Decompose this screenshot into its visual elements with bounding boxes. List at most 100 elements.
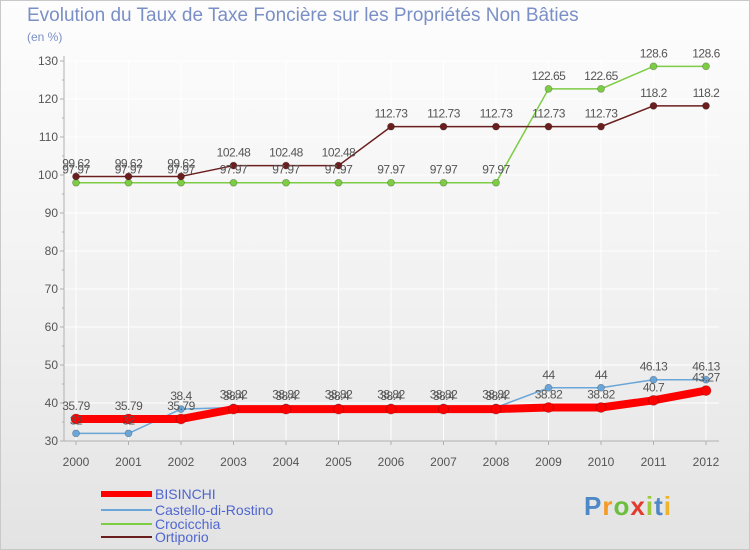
data-label-bisinchi-2010: 38.82 — [587, 387, 615, 401]
x-tick-label-2008: 2008 — [483, 455, 510, 469]
data-label-ortiporio-2007: 112.73 — [427, 107, 461, 121]
point-castello-di-rostino-2000 — [72, 429, 80, 438]
point-bisinchi-2008 — [490, 403, 502, 415]
data-label-castello-di-rostino-2002: 38.4 — [170, 389, 192, 403]
x-tick-label-2000: 2000 — [63, 455, 90, 469]
data-label-bisinchi-2012: 43.27 — [692, 371, 720, 385]
x-tick-label-2011: 2011 — [641, 455, 667, 469]
legend-swatch-castello-di-rostino — [101, 509, 152, 511]
point-crocicchia-2003 — [229, 178, 238, 187]
data-label-castello-di-rostino-2005: 38.82 — [325, 387, 353, 401]
logo-letter: r — [602, 491, 614, 521]
point-bisinchi-2009 — [543, 402, 554, 413]
data-label-crocicchia-2003: 97.97 — [220, 163, 248, 177]
point-castello-di-rostino-2001 — [124, 429, 133, 438]
legend-label-ortiporio: Ortiporio — [155, 529, 209, 545]
x-tick-label-2006: 2006 — [378, 455, 405, 469]
legend-label-crocicchia: Crocicchia — [155, 516, 221, 532]
legend-item-bisinchi[interactable]: BISINCHI — [101, 486, 216, 502]
data-label-ortiporio-2003: 102.48 — [217, 146, 252, 160]
data-label-crocicchia-2011: 128.6 — [640, 46, 668, 60]
point-crocicchia-2011 — [649, 62, 658, 71]
data-label-crocicchia-2007: 97.97 — [430, 163, 458, 177]
point-castello-di-rostino-2011 — [649, 375, 658, 384]
logo-letter: i — [645, 491, 655, 521]
data-label-castello-di-rostino-2006: 38.82 — [377, 387, 405, 401]
point-crocicchia-2004 — [282, 178, 290, 187]
point-ortiporio-2011 — [649, 101, 658, 110]
data-label-crocicchia-2001: 97.97 — [115, 163, 143, 177]
y-tick-label-40: 40 — [45, 396, 59, 410]
point-ortiporio-2012 — [702, 101, 710, 110]
legend-item-castello-di-rostino[interactable]: Castello-di-Rostino — [101, 502, 274, 518]
x-tick-label-2001: 2001 — [115, 455, 142, 469]
data-label-bisinchi-2002: 35.79 — [167, 399, 195, 413]
point-crocicchia-2012 — [702, 62, 710, 71]
x-tick-label-2010: 2010 — [588, 455, 615, 469]
legend-item-crocicchia[interactable]: Crocicchia — [101, 516, 221, 532]
logo-letter: x — [630, 491, 646, 521]
point-bisinchi-2001 — [123, 413, 134, 425]
point-bisinchi-2011 — [648, 394, 659, 406]
data-label-crocicchia-2009: 122.65 — [532, 69, 567, 83]
data-label-bisinchi-2008: 38.4 — [485, 389, 507, 403]
logo-letter: o — [613, 491, 631, 521]
point-crocicchia-2010 — [597, 85, 605, 93]
point-ortiporio-2010 — [597, 122, 605, 131]
chart-title: Evolution du Taux de Taxe Foncière sur l… — [27, 5, 579, 26]
point-castello-di-rostino-2010 — [597, 383, 605, 392]
data-label-crocicchia-2004: 97.97 — [272, 163, 300, 177]
y-tick-label-100: 100 — [38, 168, 58, 182]
data-label-ortiporio-2008: 112.73 — [480, 107, 514, 121]
legend-item-ortiporio[interactable]: Ortiporio — [101, 529, 209, 545]
x-tick-label-2004: 2004 — [273, 455, 300, 469]
point-bisinchi-2006 — [385, 403, 397, 415]
data-label-ortiporio-2006: 112.73 — [375, 107, 409, 121]
data-label-crocicchia-2006: 97.97 — [377, 163, 405, 177]
legend-label-bisinchi: BISINCHI — [155, 486, 216, 502]
data-label-castello-di-rostino-2004: 38.82 — [272, 387, 300, 401]
data-label-castello-di-rostino-2009: 44 — [542, 368, 555, 382]
logo-letter: i — [663, 491, 672, 521]
data-label-castello-di-rostino-2000: 32 — [70, 413, 83, 427]
point-castello-di-rostino-2009 — [544, 383, 553, 392]
data-label-ortiporio-2001: 99.62 — [115, 156, 143, 170]
y-tick-label-50: 50 — [45, 358, 59, 372]
legend-label-castello-di-rostino: Castello-di-Rostino — [155, 502, 274, 518]
y-tick-label-120: 120 — [38, 92, 58, 106]
y-tick-label-70: 70 — [45, 282, 59, 296]
data-label-ortiporio-2010: 112.73 — [585, 107, 619, 121]
point-castello-di-rostino-2012 — [702, 375, 710, 384]
point-ortiporio-2007 — [439, 122, 448, 131]
point-ortiporio-2000 — [72, 172, 80, 181]
point-bisinchi-2000 — [70, 413, 82, 425]
point-crocicchia-2007 — [439, 178, 448, 187]
data-label-ortiporio-2005: 102.48 — [322, 146, 357, 160]
legend-swatch-ortiporio — [101, 536, 152, 538]
data-label-ortiporio-2011: 118.2 — [640, 86, 667, 100]
data-label-crocicchia-2005: 97.97 — [325, 163, 353, 177]
x-tick-label-2005: 2005 — [325, 455, 352, 469]
data-label-castello-di-rostino-2011: 46.13 — [640, 360, 668, 374]
point-bisinchi-2004 — [280, 403, 292, 415]
point-bisinchi-2002 — [175, 413, 187, 425]
x-tick-label-2007: 2007 — [430, 455, 457, 469]
series-lines — [70, 62, 712, 438]
x-tick-label-2002: 2002 — [168, 455, 195, 469]
point-bisinchi-2005 — [333, 403, 344, 415]
data-label-bisinchi-2007: 38.4 — [433, 389, 455, 403]
data-label-castello-di-rostino-2012: 46.13 — [692, 360, 720, 374]
proxiti-logo: Proxiti — [584, 491, 672, 522]
unit-label: (en %) — [27, 30, 63, 44]
data-label-crocicchia-2008: 97.97 — [482, 163, 510, 177]
data-label-ortiporio-2004: 102.48 — [269, 146, 304, 160]
x-tick-label-2009: 2009 — [535, 455, 562, 469]
y-tick-label-60: 60 — [45, 320, 59, 334]
point-crocicchia-2009 — [544, 85, 553, 93]
point-ortiporio-2006 — [387, 122, 395, 131]
point-bisinchi-2010 — [595, 402, 607, 413]
data-label-crocicchia-2010: 122.65 — [584, 69, 619, 83]
